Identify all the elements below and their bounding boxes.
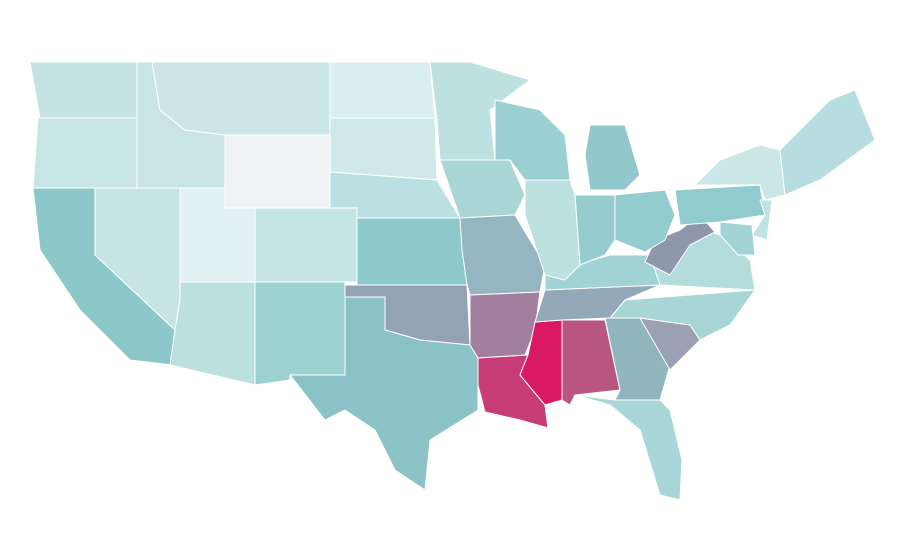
state-region — [751, 199, 773, 241]
state-region — [329, 117, 438, 181]
state-region — [574, 394, 683, 501]
state-region — [524, 179, 581, 281]
state-region — [779, 89, 876, 196]
state-region — [429, 61, 531, 161]
state-region — [356, 217, 468, 286]
state-region — [289, 296, 479, 491]
state-region — [151, 61, 331, 136]
state-region — [254, 281, 346, 386]
state-region — [584, 124, 641, 191]
state-region — [574, 194, 616, 266]
state-region — [329, 61, 436, 119]
state-region — [254, 207, 358, 283]
state-region — [494, 99, 571, 181]
state-region — [674, 184, 766, 226]
state-region — [719, 221, 756, 256]
state-region — [224, 134, 331, 209]
state-region — [32, 117, 138, 189]
state-region — [609, 289, 756, 341]
state-region — [169, 281, 256, 386]
state-region — [29, 61, 138, 119]
